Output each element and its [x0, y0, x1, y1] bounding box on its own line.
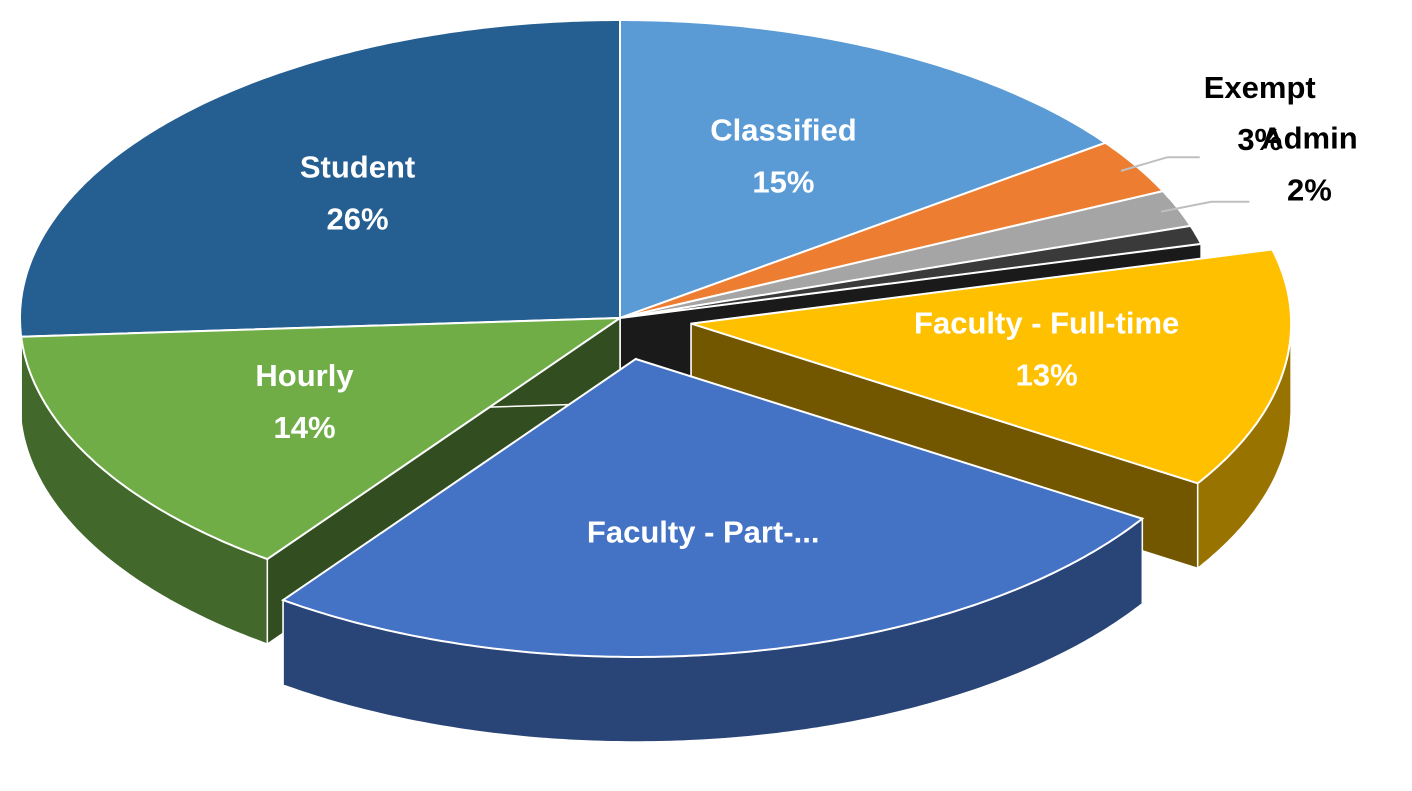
- data-label: Admin 2%: [1261, 121, 1357, 208]
- label-value: 13%: [1016, 358, 1078, 393]
- label-value: 14%: [274, 410, 336, 445]
- slice-top: [19, 19, 621, 338]
- label-category: Classified: [710, 113, 856, 148]
- leader-line: [1120, 156, 1200, 172]
- slice-top: [690, 248, 1293, 485]
- label-value: 15%: [752, 165, 814, 200]
- label-category: Faculty - Part-...: [587, 515, 820, 550]
- slice-top: [619, 19, 1108, 320]
- data-label: Classified 15%: [710, 113, 856, 200]
- data-label: Faculty - Part-...: [587, 515, 820, 550]
- label-category: Faculty - Full-time: [914, 306, 1179, 341]
- data-label: Faculty - Full-time 13%: [914, 306, 1179, 393]
- label-value: 3%: [1237, 122, 1282, 157]
- label-category: Admin: [1261, 121, 1357, 156]
- slice-top: [20, 316, 624, 561]
- leader-line: [1160, 200, 1250, 213]
- data-label: Exempt 3%: [1204, 70, 1316, 157]
- label-category: Exempt: [1204, 70, 1316, 105]
- label-category: Student: [300, 150, 415, 185]
- slice: [280, 357, 1145, 743]
- data-label: Hourly 14%: [255, 358, 354, 445]
- label-value: 26%: [327, 202, 389, 237]
- label-value: 2%: [1287, 173, 1332, 208]
- slice-top: [280, 357, 1145, 658]
- slice-top: [619, 224, 1203, 319]
- label-category: Hourly: [255, 358, 354, 393]
- data-label: Student 26%: [300, 150, 415, 237]
